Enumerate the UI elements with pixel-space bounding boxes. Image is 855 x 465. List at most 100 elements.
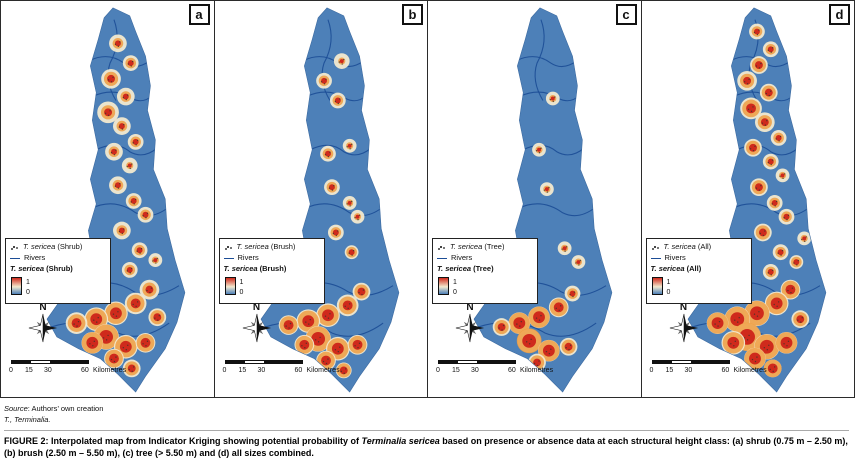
scale-bar-segments <box>11 360 89 364</box>
scale-unit-label: Kilometres <box>93 367 127 374</box>
scale-bar: 0 15 30 60 Kilometres <box>9 358 159 376</box>
scale-segment <box>439 361 458 363</box>
ramp-label-top: 1 <box>666 278 671 286</box>
scale-segment <box>244 361 264 363</box>
legend-species: T. sericea <box>10 263 45 273</box>
map-panel: d T. sericea (All) Rivers T. sericea (Al… <box>640 0 855 398</box>
scale-tick-30: 30 <box>471 367 479 374</box>
panel-letter: b <box>408 7 417 22</box>
legend-class-suffix: (Tree) <box>482 242 505 251</box>
ramp-labels: 1 0 <box>26 277 30 299</box>
panel-letter: a <box>195 7 203 22</box>
legend-class-suffix: (Shrub) <box>44 263 73 273</box>
compass-rose-icon <box>242 313 271 343</box>
source-label: Source <box>4 404 28 413</box>
legend-species: T. sericea <box>236 242 269 251</box>
legend-species: T. sericea <box>663 242 696 251</box>
legend-color-ramp: 1 0 <box>11 276 106 299</box>
scale-tick-30: 30 <box>257 367 266 374</box>
ramp-label-top: 1 <box>239 278 244 286</box>
legend-rivers-label: Rivers <box>451 252 473 262</box>
legend-species: T. sericea <box>650 263 685 273</box>
legend-row-points: T. sericea (Tree) <box>437 242 533 253</box>
legend-class-suffix: (All) <box>684 263 702 273</box>
color-ramp-icon <box>11 276 22 295</box>
ramp-labels: 1 0 <box>453 277 457 299</box>
ramp-label-top: 1 <box>453 278 457 286</box>
ramp-labels: 1 0 <box>667 277 671 299</box>
legend-row-rivers: Rivers <box>10 253 106 264</box>
scale-segment <box>50 361 88 363</box>
figure-caption: FIGURE 2: Interpolated map from Indicato… <box>4 429 849 459</box>
scale-unit-label: Kilometres <box>733 367 767 374</box>
panel-letter: d <box>835 7 844 22</box>
scale-segment <box>263 361 302 363</box>
legend-color-ramp: 1 0 <box>438 276 533 299</box>
legend-rivers-label: Rivers <box>24 252 46 262</box>
scale-unit-label: Kilometres <box>520 367 554 374</box>
legend-row-rivers: Rivers <box>650 252 747 264</box>
legend-species: T. sericea <box>437 263 472 273</box>
legend-row-surface: T. sericea (Brush) <box>224 264 320 275</box>
scale-bar: 0 15 30 60 Kilometres <box>436 358 586 376</box>
legend-row-surface: T. sericea (All) <box>651 264 747 275</box>
legend-species: T. sericea <box>23 242 56 251</box>
point-marker-icon <box>224 244 233 250</box>
scale-tick-15: 15 <box>25 367 33 374</box>
scale-segment <box>652 361 672 363</box>
scale-tick-0: 0 <box>436 367 440 374</box>
legend-species: T. sericea <box>450 242 483 251</box>
legend-rivers-label: Rivers <box>664 252 686 262</box>
panel-letter: c <box>622 7 630 22</box>
scale-tick-15: 15 <box>452 367 460 374</box>
color-ramp-icon <box>224 276 236 295</box>
legend-row-surface: T. sericea (Tree) <box>437 264 533 275</box>
legend-color-ramp: 1 0 <box>224 276 320 299</box>
caption-species: Terminalia sericea <box>361 435 440 446</box>
map-panel: c T. sericea (Tree) Rivers T. sericea (T… <box>427 0 642 398</box>
scale-tick-15: 15 <box>665 367 674 374</box>
legend-class-suffix: (Brush) <box>257 263 287 273</box>
scale-tick-60: 60 <box>294 367 303 374</box>
scale-tick-60: 60 <box>508 367 516 374</box>
ramp-label-bottom: 0 <box>239 288 244 296</box>
scale-tick-30: 30 <box>44 367 52 374</box>
north-arrow: N <box>452 302 488 343</box>
figure-notes: Source: Authors’ own creation T., Termin… <box>0 398 855 459</box>
ramp-labels: 1 0 <box>240 277 244 299</box>
ramp-label-bottom: 0 <box>666 288 671 296</box>
river-line-icon <box>437 257 447 259</box>
legend-row-rivers: Rivers <box>437 253 533 264</box>
legend-rivers-label: Rivers <box>237 252 259 262</box>
point-marker-icon <box>10 244 19 250</box>
legend-surface-label: T. sericea (All) <box>651 264 702 275</box>
panel-letter-box: b <box>402 4 423 25</box>
source-text: : Authors’ own creation <box>27 404 104 413</box>
scale-tick-15: 15 <box>238 367 247 374</box>
scale-segment <box>12 361 31 363</box>
compass-rose-icon <box>28 313 58 343</box>
abbreviation-note: T., Terminalia. <box>4 415 51 425</box>
scale-unit-label: Kilometres <box>306 367 340 374</box>
scale-tick-60: 60 <box>721 367 730 374</box>
color-ramp-icon <box>651 276 663 295</box>
map-legend: T. sericea (All) Rivers T. sericea (All)… <box>645 238 752 304</box>
legend-class-suffix: (Brush) <box>268 242 296 251</box>
map-legend: T. sericea (Brush) Rivers T. sericea (Br… <box>218 238 325 304</box>
legend-points-label: T. sericea (Shrub) <box>23 242 82 253</box>
scale-bar-segments <box>651 360 730 364</box>
map-legend: T. sericea (Shrub) Rivers T. sericea (Sh… <box>5 238 111 304</box>
legend-points-label: T. sericea (Tree) <box>450 242 504 253</box>
legend-surface-label: T. sericea (Brush) <box>224 264 287 275</box>
color-ramp-icon <box>438 276 449 295</box>
north-arrow: N <box>239 302 275 343</box>
scale-bar-segments <box>438 360 516 364</box>
ramp-label-top: 1 <box>26 278 30 286</box>
north-label: N <box>466 302 474 313</box>
panel-letter-box: d <box>829 4 850 25</box>
river-line-icon <box>650 257 661 259</box>
legend-row-surface: T. sericea (Shrub) <box>10 264 106 275</box>
scale-bar: 0 15 30 60 Kilometres <box>223 358 373 376</box>
scale-tick-0: 0 <box>9 367 13 374</box>
legend-points-label: T. sericea (All) <box>664 242 712 253</box>
